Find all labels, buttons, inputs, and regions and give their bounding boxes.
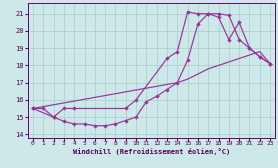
X-axis label: Windchill (Refroidissement éolien,°C): Windchill (Refroidissement éolien,°C) xyxy=(73,148,230,155)
